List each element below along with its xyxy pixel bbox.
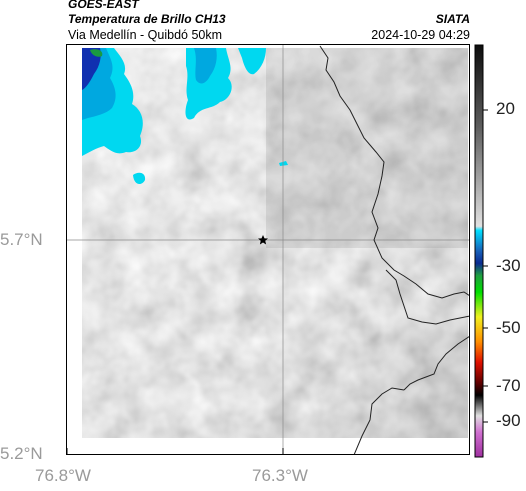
colorbar-label-20: 20 xyxy=(496,99,515,118)
star-icon[interactable] xyxy=(258,235,268,245)
temperature-field xyxy=(82,48,468,438)
map-frame xyxy=(66,44,470,455)
title-line2: Temperatura de Brillo CH13 xyxy=(68,12,226,26)
satellite-map[interactable] xyxy=(66,44,470,455)
map-subtitle: Via Medellín - Quibdó 50km xyxy=(68,28,223,42)
lat-label-5.2: 5.2°N xyxy=(0,444,43,463)
colorbar-label-neg30: -30 xyxy=(496,256,521,275)
brand-label: SIATA xyxy=(435,12,470,26)
title-line1: GOES-EAST xyxy=(68,0,139,11)
cold-cloud-region xyxy=(82,48,288,185)
lon-label-76.3: 76.3°W xyxy=(252,466,308,485)
colorbar-label-neg90: -90 xyxy=(496,411,521,430)
boundary-lines xyxy=(319,45,470,455)
colorbar xyxy=(474,44,488,458)
lat-label-5.7: 5.7°N xyxy=(0,230,43,249)
axis-ticks xyxy=(66,448,284,455)
graticule xyxy=(66,44,470,455)
colorbar-label-neg70: -70 xyxy=(496,376,521,395)
timestamp: 2024-10-29 04:29 xyxy=(371,28,470,42)
colorbar-label-neg50: -50 xyxy=(496,318,521,337)
lon-label-76.8: 76.8°W xyxy=(35,466,91,485)
